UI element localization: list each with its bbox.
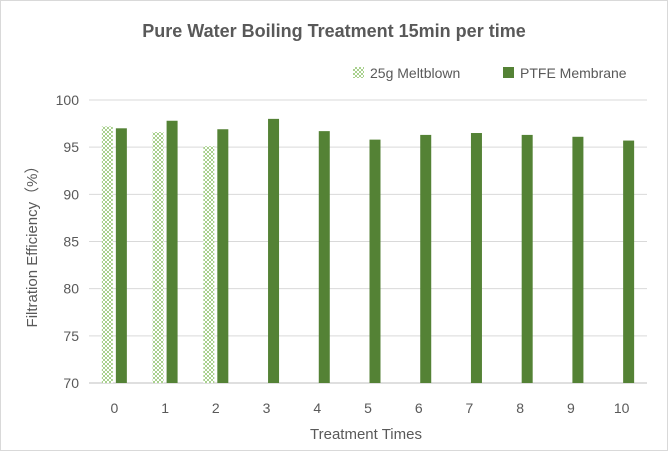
bar-ptfe-4 [318,131,330,383]
bars [101,118,635,384]
y-axis-ticks: 70 75 80 85 90 95 100 [56,92,80,391]
x-axis-label: Treatment Times [310,426,422,443]
y-tick-label: 95 [63,139,79,155]
bar-meltblown-1 [152,132,164,383]
bar-ptfe-1 [166,120,178,384]
bar-ptfe-10 [623,140,635,383]
legend-label-meltblown: 25g Meltblown [370,65,460,81]
x-tick-label: 3 [263,400,271,416]
y-tick-label: 80 [63,281,79,297]
x-tick-label: 10 [614,400,630,416]
y-tick-label: 100 [56,92,80,108]
bar-ptfe-7 [470,133,482,383]
x-tick-label: 2 [212,400,220,416]
bar-meltblown-2 [203,146,215,383]
bar-ptfe-6 [420,134,432,383]
y-tick-label: 85 [63,234,79,250]
x-tick-label: 0 [110,400,118,416]
x-tick-label: 8 [516,400,524,416]
bar-ptfe-8 [521,134,533,383]
legend-swatch-meltblown [353,67,364,78]
bar-ptfe-2 [217,129,229,383]
legend: 25g Meltblown PTFE Membrane [353,65,627,81]
legend-label-ptfe: PTFE Membrane [520,65,627,81]
y-tick-label: 90 [63,186,79,202]
bar-meltblown-0 [101,126,113,383]
x-axis-ticks: 0 1 2 3 4 5 6 7 8 9 10 [110,400,629,416]
gridlines [89,99,647,384]
x-tick-label: 1 [161,400,169,416]
y-tick-label: 70 [63,375,79,391]
x-tick-label: 7 [466,400,474,416]
x-tick-label: 5 [364,400,372,416]
x-tick-label: 6 [415,400,423,416]
bar-ptfe-9 [572,136,584,383]
bar-ptfe-0 [115,128,127,383]
x-tick-label: 4 [313,400,321,416]
y-tick-label: 75 [63,328,79,344]
chart-title: Pure Water Boiling Treatment 15min per t… [142,21,525,41]
y-axis-label: Filtration Efficiency（%） [24,159,41,328]
x-tick-label: 9 [567,400,575,416]
bar-ptfe-3 [268,118,280,383]
bar-ptfe-5 [369,139,381,383]
legend-swatch-ptfe [503,67,514,78]
